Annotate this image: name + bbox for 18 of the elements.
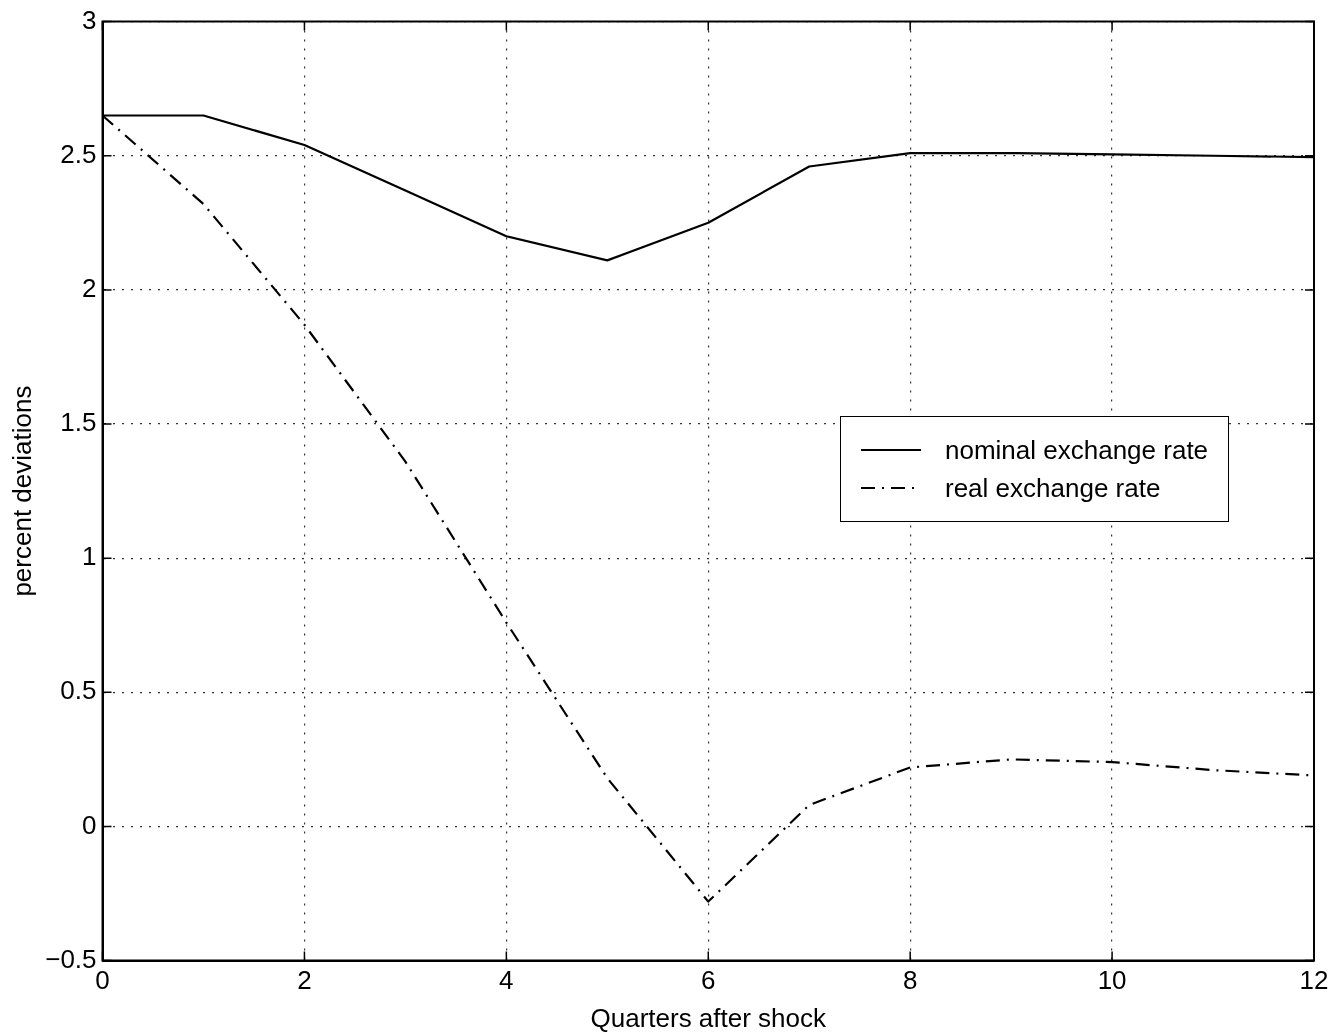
- y-tick-label: 0: [82, 809, 97, 840]
- legend-label: nominal exchange rate: [945, 433, 1209, 467]
- y-tick-label: 3: [82, 4, 97, 35]
- y-tick-label: 2: [82, 273, 97, 304]
- x-tick-label: 6: [701, 965, 716, 996]
- x-axis-title: Quarters after shock: [590, 1002, 828, 1033]
- y-tick-label: 1: [82, 541, 97, 572]
- y-tick-label: −0.5: [45, 943, 97, 974]
- x-tick-label: 4: [499, 965, 514, 996]
- x-tick-label: 8: [902, 965, 918, 996]
- y-tick-label: 1.5: [60, 407, 97, 438]
- y-tick-label: 2.5: [60, 138, 97, 169]
- y-axis-title: percent deviations: [6, 385, 37, 597]
- legend-label: real exchange rate: [945, 471, 1161, 505]
- y-tick-label: 0.5: [60, 675, 97, 706]
- x-tick-label: 10: [1097, 965, 1127, 996]
- x-tick-label: 12: [1299, 965, 1329, 996]
- x-tick-label: 2: [297, 965, 312, 996]
